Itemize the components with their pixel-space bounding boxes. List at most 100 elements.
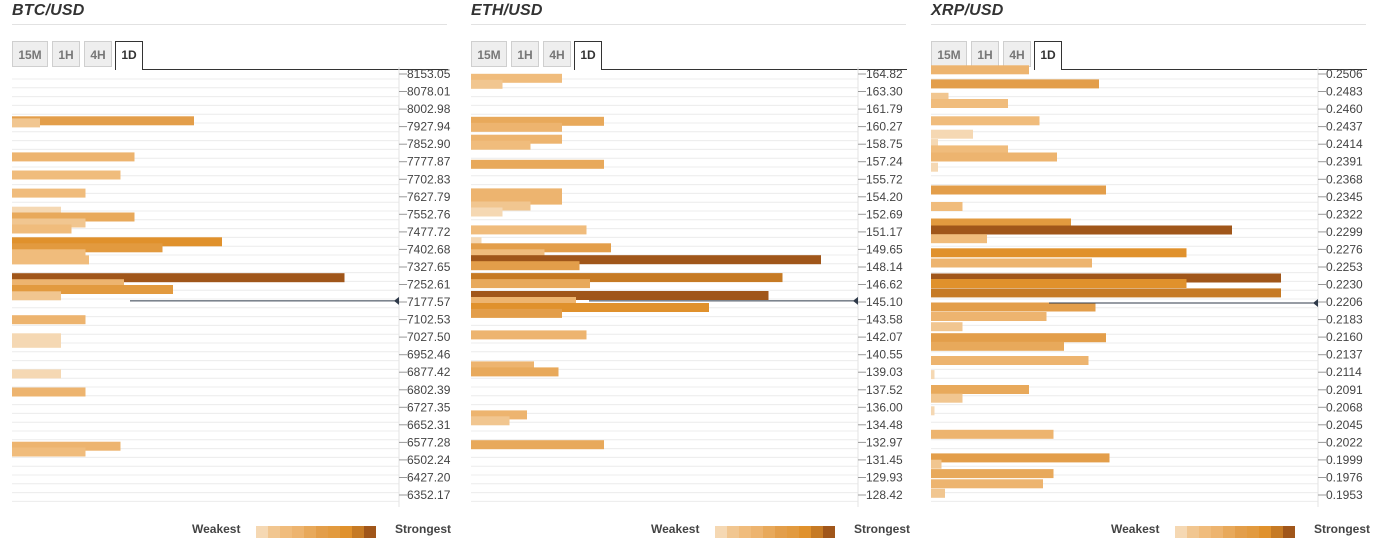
eth-usd-panel: ETH/USD 15M 1H 4H 1D 164.82 163.30 161.79 1… xyxy=(471,0,911,540)
tab-1d[interactable]: 1D xyxy=(574,41,602,70)
legend-swatch xyxy=(727,526,739,538)
price-level-label: 0.2068 xyxy=(1326,400,1363,414)
volume-bar xyxy=(931,116,1040,126)
title-divider xyxy=(471,24,906,25)
volume-bar xyxy=(471,367,559,377)
legend-swatch xyxy=(1187,526,1199,538)
volume-bar xyxy=(931,302,1096,312)
volume-bar xyxy=(12,224,72,234)
volume-bar xyxy=(12,206,61,216)
legend-weakest-label: Weakest xyxy=(192,522,241,536)
tab-1d[interactable]: 1D xyxy=(1034,41,1062,70)
volume-bar xyxy=(12,315,86,325)
volume-bar xyxy=(931,453,1110,463)
price-level-label: 0.2460 xyxy=(1326,102,1363,116)
volume-bar xyxy=(931,341,1064,351)
price-level-label: 146.62 xyxy=(866,278,903,292)
volume-bar xyxy=(471,308,562,318)
volume-bar xyxy=(931,79,1099,89)
legend-swatch xyxy=(1235,526,1247,538)
tab-underline xyxy=(602,69,907,70)
volume-bar xyxy=(12,152,135,162)
tab-1h[interactable]: 1H xyxy=(971,41,999,67)
tab-15m[interactable]: 15M xyxy=(471,41,507,67)
price-level-label: 137.52 xyxy=(866,383,903,397)
price-level-label: 7777.87 xyxy=(407,155,451,169)
volume-bar xyxy=(471,297,576,306)
legend-swatch xyxy=(739,526,751,538)
price-level-label: 132.97 xyxy=(866,435,903,449)
tab-1h[interactable]: 1H xyxy=(52,41,80,67)
tab-1d[interactable]: 1D xyxy=(115,41,143,70)
volume-bar xyxy=(12,255,89,265)
legend-strongest-label: Strongest xyxy=(1314,522,1371,536)
volume-bar xyxy=(471,440,604,450)
legend-swatch xyxy=(352,526,364,538)
volume-bar xyxy=(931,273,1281,283)
volume-bar xyxy=(931,370,935,380)
price-level-label: 148.14 xyxy=(866,260,903,274)
price-level-label: 0.2368 xyxy=(1326,172,1363,186)
price-level-label: 7477.72 xyxy=(407,225,451,239)
price-level-label: 0.2045 xyxy=(1326,418,1363,432)
volume-bar xyxy=(931,406,935,416)
price-level-label: 8002.98 xyxy=(407,102,451,116)
volume-bar xyxy=(931,248,1187,258)
price-level-label: 158.75 xyxy=(866,137,903,151)
price-level-label: 7627.79 xyxy=(407,190,451,204)
volume-bar xyxy=(471,79,503,89)
legend-swatch xyxy=(304,526,316,538)
price-level-label: 6952.46 xyxy=(407,348,451,362)
price-level-label: 7027.50 xyxy=(407,330,451,344)
volume-bar xyxy=(471,243,611,253)
price-level-label: 0.2483 xyxy=(1326,85,1363,99)
volume-bar xyxy=(931,322,963,332)
volume-bar xyxy=(471,140,531,150)
legend-swatch xyxy=(256,526,268,538)
tab-15m[interactable]: 15M xyxy=(931,41,967,67)
price-level-label: 0.2137 xyxy=(1326,348,1363,362)
price-level-label: 140.55 xyxy=(866,348,903,362)
price-level-label: 142.07 xyxy=(866,330,903,344)
price-level-label: 0.2160 xyxy=(1326,330,1363,344)
volume-bar xyxy=(12,188,86,198)
price-level-label: 0.2276 xyxy=(1326,242,1363,256)
volume-bar xyxy=(12,249,86,259)
tab-4h[interactable]: 4H xyxy=(543,41,571,67)
price-level-label: 134.48 xyxy=(866,418,903,432)
legend-swatch xyxy=(1271,526,1283,538)
price-level-label: 7702.83 xyxy=(407,172,451,186)
price-level-label: 0.1976 xyxy=(1326,471,1363,485)
legend-swatch xyxy=(316,526,328,538)
panel-title: BTC/USD xyxy=(12,2,85,19)
tab-4h[interactable]: 4H xyxy=(84,41,112,67)
tab-1h[interactable]: 1H xyxy=(511,41,539,67)
legend-swatch xyxy=(340,526,352,538)
price-level-label: 8078.01 xyxy=(407,85,451,99)
price-level-label: 163.30 xyxy=(866,85,903,99)
legend-strongest-label: Strongest xyxy=(395,522,452,536)
legend-weakest-label: Weakest xyxy=(651,522,700,536)
price-level-label: 0.2437 xyxy=(1326,120,1363,134)
price-level-label: 0.2114 xyxy=(1326,365,1362,379)
tab-15m[interactable]: 15M xyxy=(12,41,48,67)
legend-swatch xyxy=(268,526,280,538)
volume-bar xyxy=(471,410,527,420)
volume-bar xyxy=(471,273,783,283)
volume-bar xyxy=(931,488,945,498)
panel-title: ETH/USD xyxy=(471,2,543,19)
xrp-usd-panel: XRP/USD 15M 1H 4H 1D 0.2506 0.2483 0.2460 0… xyxy=(931,0,1371,540)
price-level-label: 160.27 xyxy=(866,120,903,134)
legend-swatch xyxy=(1283,526,1295,538)
volume-bar xyxy=(931,65,1029,75)
panel-title: XRP/USD xyxy=(931,2,1004,19)
volume-bar xyxy=(471,195,562,205)
price-level-label: 145.10 xyxy=(866,295,903,309)
volume-bar xyxy=(471,291,769,300)
volume-bar xyxy=(12,279,124,289)
title-divider xyxy=(931,24,1366,25)
tab-underline xyxy=(143,69,448,70)
volume-bar xyxy=(931,99,1008,108)
price-level-label: 164.82 xyxy=(866,67,903,81)
legend-swatch xyxy=(1199,526,1211,538)
